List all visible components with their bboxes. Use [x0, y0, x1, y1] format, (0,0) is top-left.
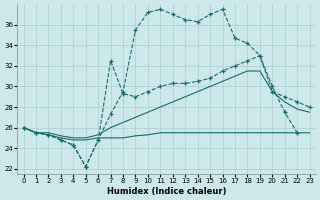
- X-axis label: Humidex (Indice chaleur): Humidex (Indice chaleur): [107, 187, 226, 196]
